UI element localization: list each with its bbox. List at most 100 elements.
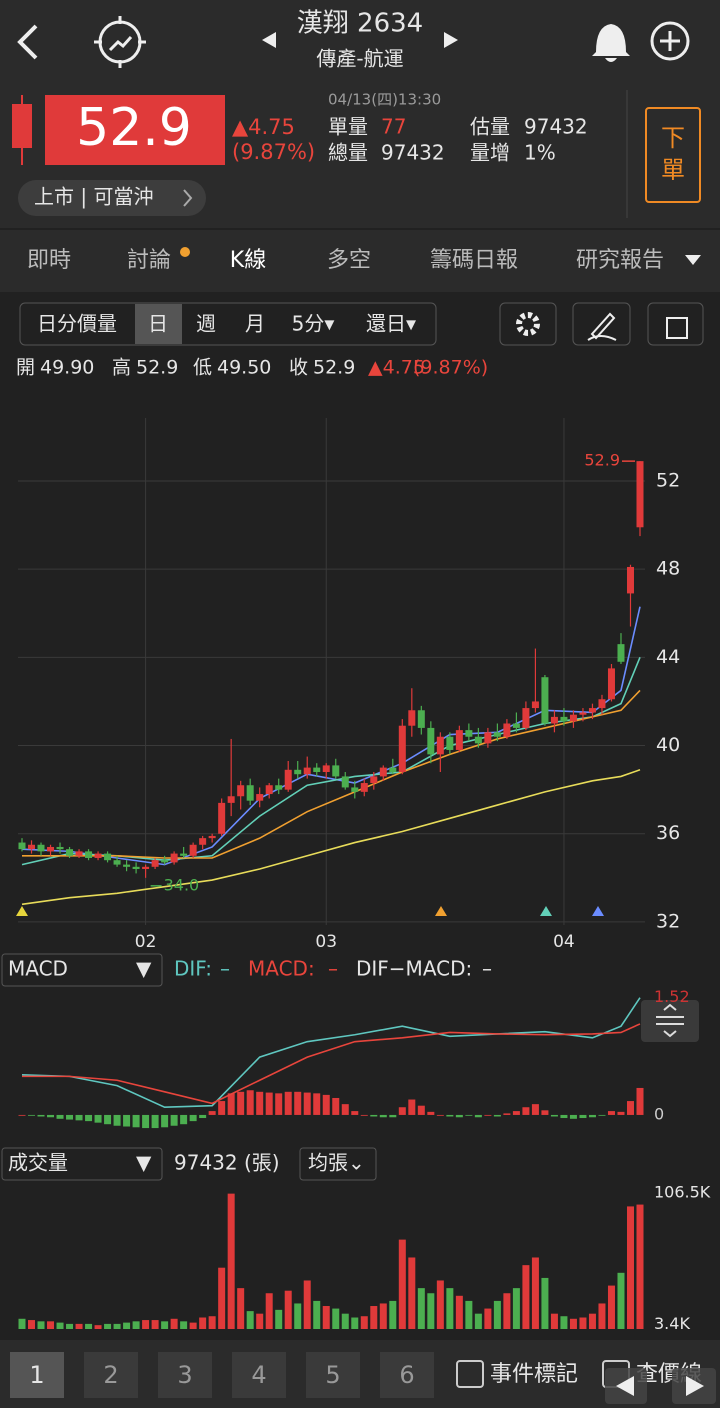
volume-bar: [379, 1303, 387, 1329]
macd-bar: [351, 1111, 359, 1115]
unit-button[interactable]: [299, 1147, 377, 1181]
volume-bar: [455, 1295, 463, 1329]
tab[interactable]: K線: [230, 248, 266, 273]
tab[interactable]: 籌碼日報: [430, 248, 518, 273]
volume-bar: [85, 1323, 93, 1329]
trend-icon[interactable]: [94, 16, 146, 68]
add-button[interactable]: [650, 21, 690, 61]
volume-bar: [626, 1206, 634, 1329]
page-tab[interactable]: [84, 1352, 138, 1398]
back-button[interactable]: [17, 24, 38, 60]
period-option[interactable]: 月: [245, 312, 265, 336]
resize-icon: [656, 1003, 684, 1038]
volume-bar: [389, 1300, 397, 1329]
period-option[interactable]: 週: [196, 312, 216, 336]
badge-chevron: [183, 189, 193, 207]
event-marker: [540, 906, 552, 916]
tab[interactable]: 即時: [27, 248, 71, 273]
candle-body: [47, 846, 55, 852]
candle-body: [588, 708, 596, 713]
period-option[interactable]: 日: [148, 312, 168, 336]
macd-bar: [256, 1091, 264, 1115]
period-option[interactable]: 日分價量: [37, 312, 117, 336]
volume-bar: [541, 1277, 549, 1329]
tab-more[interactable]: [685, 255, 701, 265]
page-tab[interactable]: [10, 1352, 64, 1398]
macd-bar: [579, 1114, 587, 1119]
volume-bar: [170, 1318, 178, 1329]
candle-body: [237, 785, 245, 797]
alert-bell[interactable]: [592, 24, 630, 62]
resize-handle[interactable]: [641, 1000, 699, 1042]
volume-bar: [218, 1267, 226, 1329]
market-badge-text: 上市 | 可當沖: [34, 185, 153, 209]
candle-body: [427, 727, 435, 755]
stock-title: 漢翔 2634: [297, 9, 423, 39]
volume-bar: [303, 1280, 311, 1329]
y-tick-label: 32: [656, 910, 680, 932]
tab[interactable]: 討論: [127, 248, 171, 273]
candle-body: [75, 851, 83, 856]
prev-stock[interactable]: [262, 32, 276, 48]
macd-line: [21, 997, 641, 1109]
tab[interactable]: 研究報告: [576, 248, 664, 273]
candle-body: [531, 701, 539, 709]
candle-body: [446, 736, 454, 750]
field-label: 量增: [470, 141, 510, 165]
draw-button[interactable]: [572, 302, 631, 346]
macd-bar: [541, 1110, 549, 1115]
volume-bar: [246, 1311, 254, 1329]
volume-bar: [322, 1306, 330, 1329]
page-tab[interactable]: [306, 1352, 360, 1398]
macd-bar: [341, 1104, 349, 1115]
mini-candle: [12, 104, 32, 148]
indicator-selector[interactable]: [1, 953, 163, 987]
candle-body: [455, 730, 463, 750]
volume-bar: [265, 1293, 273, 1329]
settings-icon: [516, 312, 540, 336]
rotate-button[interactable]: [647, 302, 704, 346]
page-tab-label: 6: [399, 1361, 414, 1389]
settings-button[interactable]: [499, 302, 557, 346]
order-button[interactable]: [645, 107, 701, 203]
macd-bar: [370, 1114, 378, 1117]
page-tab[interactable]: [232, 1352, 286, 1398]
macd-bar: [607, 1111, 615, 1115]
macd-bar: [237, 1091, 245, 1115]
volume-bar: [161, 1321, 169, 1329]
macd-bar: [446, 1114, 454, 1117]
page-tab[interactable]: [158, 1352, 212, 1398]
market-badge[interactable]: [18, 180, 206, 216]
checkbox[interactable]: [456, 1360, 484, 1388]
ohlc-field: 高: [112, 357, 131, 379]
candle-body: [180, 853, 188, 856]
candle-body: [161, 860, 169, 863]
macd-bar: [398, 1107, 406, 1115]
page-tab[interactable]: [380, 1352, 434, 1398]
next-stock[interactable]: [444, 32, 458, 48]
tab[interactable]: 多空: [327, 248, 371, 273]
macd-bar: [170, 1114, 178, 1126]
volume-bar: [617, 1272, 625, 1329]
candle-body: [607, 668, 615, 700]
volume-selector[interactable]: [1, 1147, 163, 1181]
macd-bar: [208, 1111, 216, 1115]
candle-body: [18, 842, 26, 850]
page-tab-label: 3: [177, 1361, 192, 1389]
price-box: [45, 95, 225, 165]
indicator-name: MACD: [8, 957, 68, 981]
volume-bar: [417, 1288, 425, 1329]
volume-bar: [569, 1318, 577, 1329]
page-tab-label: 1: [29, 1361, 44, 1389]
period-option[interactable]: 還日▾: [366, 312, 416, 336]
period-option[interactable]: 5分▾: [292, 312, 335, 336]
candle-body: [199, 838, 207, 845]
macd-bar: [227, 1093, 235, 1115]
volume-name: 成交量: [8, 1151, 68, 1175]
legend-value: –: [328, 957, 338, 981]
volume-bar: [208, 1316, 216, 1329]
candle-body: [360, 783, 368, 792]
volume-total: 97432 (張): [174, 1151, 280, 1175]
macd-bar: [37, 1114, 45, 1117]
macd-bar: [94, 1114, 102, 1123]
